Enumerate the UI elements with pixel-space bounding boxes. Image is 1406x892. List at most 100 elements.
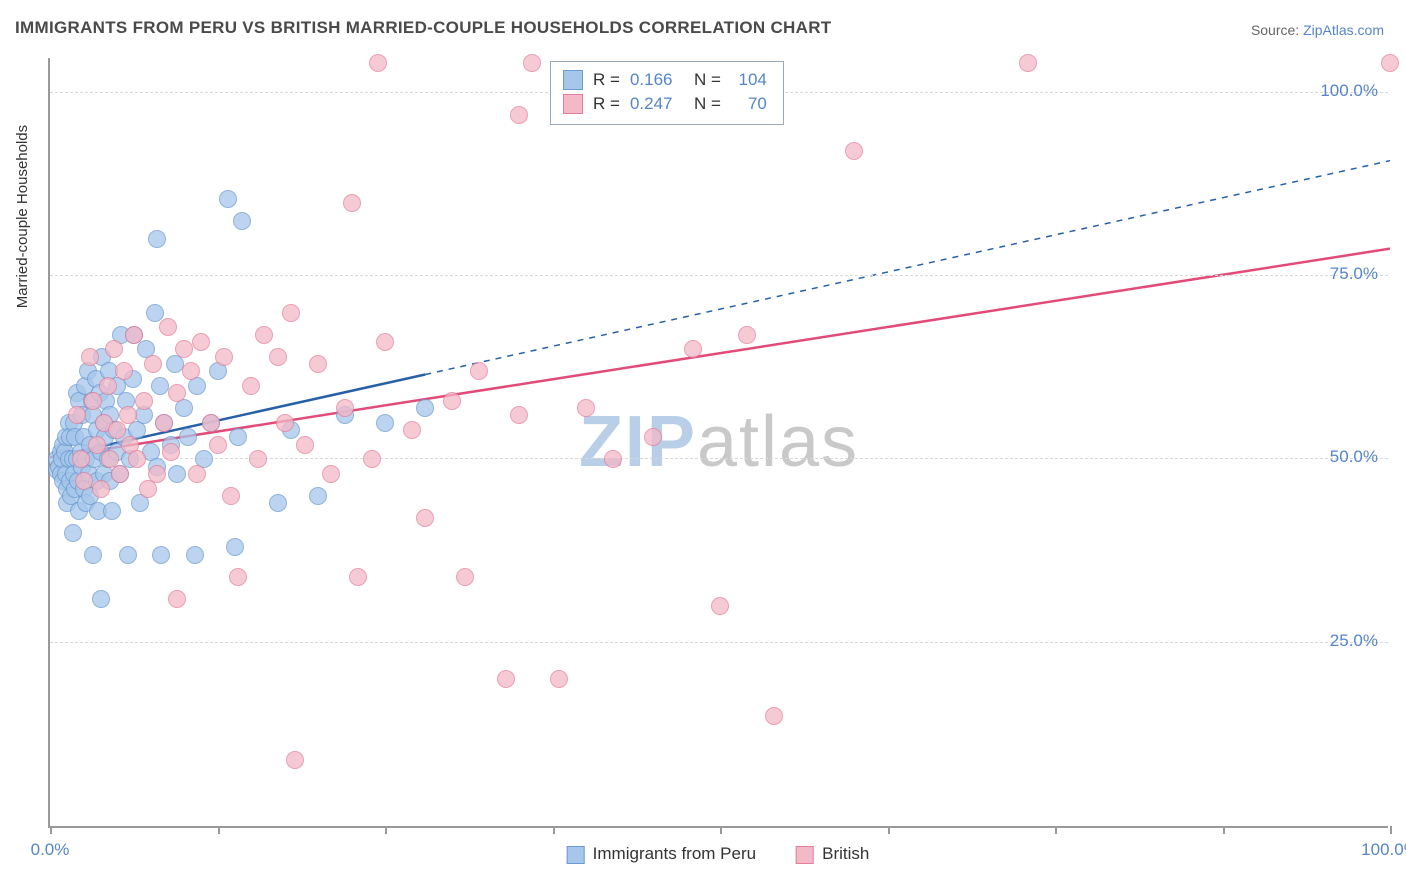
stats-legend-row: R =0.166N =104 — [563, 68, 767, 92]
r-value: 0.247 — [630, 92, 684, 116]
scatter-point — [119, 406, 137, 424]
legend-swatch — [563, 94, 583, 114]
x-tick — [1055, 826, 1057, 834]
scatter-point — [711, 597, 729, 615]
watermark: ZIPatlas — [579, 401, 859, 483]
scatter-point — [219, 190, 237, 208]
y-axis-label: Married-couple Households — [14, 125, 31, 308]
scatter-point — [845, 142, 863, 160]
legend-swatch — [796, 846, 814, 864]
regression-line-solid — [50, 249, 1390, 458]
scatter-point — [296, 436, 314, 454]
scatter-point — [148, 465, 166, 483]
legend-swatch — [563, 70, 583, 90]
scatter-point — [443, 392, 461, 410]
scatter-point — [155, 414, 173, 432]
stats-legend-row: R =0.247N = 70 — [563, 92, 767, 116]
x-tick — [385, 826, 387, 834]
x-tick — [720, 826, 722, 834]
scatter-point — [188, 465, 206, 483]
legend-label: Immigrants from Peru — [593, 844, 756, 863]
scatter-point — [1019, 54, 1037, 72]
gridline — [50, 275, 1388, 276]
scatter-point — [765, 707, 783, 725]
scatter-point — [128, 450, 146, 468]
scatter-point — [309, 355, 327, 373]
watermark-atlas: atlas — [697, 402, 859, 482]
n-label: N = — [694, 92, 721, 116]
y-tick-label: 75.0% — [1330, 264, 1378, 284]
scatter-point — [88, 436, 106, 454]
legend-item: Immigrants from Peru — [567, 844, 756, 864]
scatter-point — [403, 421, 421, 439]
scatter-point — [604, 450, 622, 468]
scatter-point — [108, 421, 126, 439]
r-label: R = — [593, 92, 620, 116]
y-tick-label: 50.0% — [1330, 447, 1378, 467]
scatter-point — [349, 568, 367, 586]
scatter-point — [523, 54, 541, 72]
scatter-point — [182, 362, 200, 380]
scatter-point — [286, 751, 304, 769]
regression-line-dashed — [425, 161, 1390, 375]
x-tick — [50, 826, 52, 834]
scatter-point — [209, 436, 227, 454]
scatter-point — [229, 428, 247, 446]
scatter-point — [510, 406, 528, 424]
scatter-point — [135, 392, 153, 410]
regression-lines — [50, 58, 1390, 828]
scatter-point — [159, 318, 177, 336]
scatter-point — [148, 230, 166, 248]
scatter-point — [103, 502, 121, 520]
scatter-point — [92, 590, 110, 608]
scatter-point — [119, 546, 137, 564]
scatter-point — [369, 54, 387, 72]
stats-legend: R =0.166N =104R =0.247N = 70 — [550, 61, 784, 125]
chart-area: ZIPatlas 25.0%50.0%75.0%100.0%0.0%100.0%… — [48, 58, 1388, 828]
scatter-point — [125, 326, 143, 344]
r-value: 0.166 — [630, 68, 684, 92]
scatter-point — [550, 670, 568, 688]
scatter-point — [111, 465, 129, 483]
scatter-point — [343, 194, 361, 212]
x-tick — [218, 826, 220, 834]
scatter-point — [168, 384, 186, 402]
scatter-point — [105, 340, 123, 358]
x-tick-label: 100.0% — [1361, 840, 1406, 860]
series-legend: Immigrants from PeruBritish — [567, 844, 870, 864]
scatter-point — [255, 326, 273, 344]
scatter-point — [470, 362, 488, 380]
x-tick — [1390, 826, 1392, 834]
scatter-point — [249, 450, 267, 468]
x-tick-label: 0.0% — [31, 840, 70, 860]
scatter-point — [81, 348, 99, 366]
x-tick — [1223, 826, 1225, 834]
scatter-point — [269, 348, 287, 366]
scatter-point — [738, 326, 756, 344]
y-tick-label: 25.0% — [1330, 631, 1378, 651]
scatter-point — [175, 340, 193, 358]
plot-region: ZIPatlas 25.0%50.0%75.0%100.0%0.0%100.0%… — [48, 58, 1388, 828]
scatter-point — [242, 377, 260, 395]
scatter-point — [309, 487, 327, 505]
scatter-point — [152, 546, 170, 564]
x-tick — [553, 826, 555, 834]
scatter-point — [282, 304, 300, 322]
scatter-point — [222, 487, 240, 505]
n-value: 104 — [731, 68, 767, 92]
source-attribution: Source: ZipAtlas.com — [1251, 22, 1384, 38]
scatter-point — [684, 340, 702, 358]
source-label: Source: — [1251, 22, 1299, 38]
scatter-point — [99, 377, 117, 395]
gridline — [50, 642, 1388, 643]
scatter-point — [144, 355, 162, 373]
chart-title: IMMIGRANTS FROM PERU VS BRITISH MARRIED-… — [15, 18, 831, 38]
scatter-point — [644, 428, 662, 446]
scatter-point — [179, 428, 197, 446]
scatter-point — [84, 546, 102, 564]
scatter-point — [276, 414, 294, 432]
legend-swatch — [567, 846, 585, 864]
r-label: R = — [593, 68, 620, 92]
scatter-point — [215, 348, 233, 366]
scatter-point — [84, 392, 102, 410]
